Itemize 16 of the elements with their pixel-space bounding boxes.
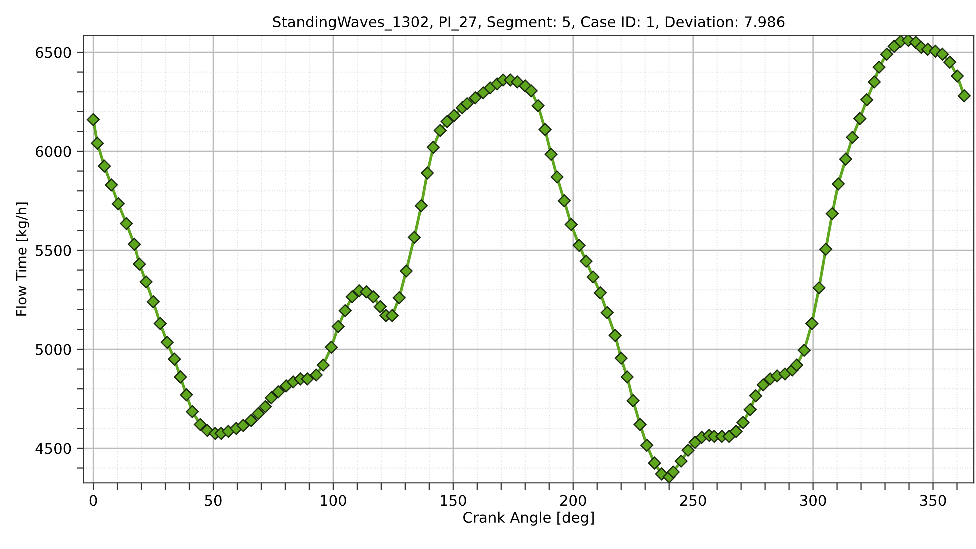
y-tick-label: 6500 <box>36 47 72 58</box>
x-axis-title: Crank Angle [deg] <box>464 512 594 526</box>
x-tick-label: 250 <box>680 495 706 506</box>
chart-title: StandingWaves_1302, PI_27, Segment: 5, Case ID: 1, Deviation: 7.986 <box>273 16 785 31</box>
x-tick-label: 200 <box>560 495 586 506</box>
x-tick-label: 100 <box>321 495 346 506</box>
x-tick-label: 350 <box>920 495 946 506</box>
x-tick-label: 0 <box>90 495 98 506</box>
y-tick-label: 4500 <box>36 443 72 454</box>
x-tick-label: 150 <box>441 495 466 506</box>
y-tick-label: 6000 <box>36 146 72 158</box>
y-tick-label: 5500 <box>36 245 72 256</box>
y-axis-title: Flow Time [kg/h] <box>16 202 30 316</box>
y-tick-label: 5000 <box>36 344 72 356</box>
x-tick-label: 300 <box>800 495 826 506</box>
x-tick-label: 50 <box>205 495 222 506</box>
